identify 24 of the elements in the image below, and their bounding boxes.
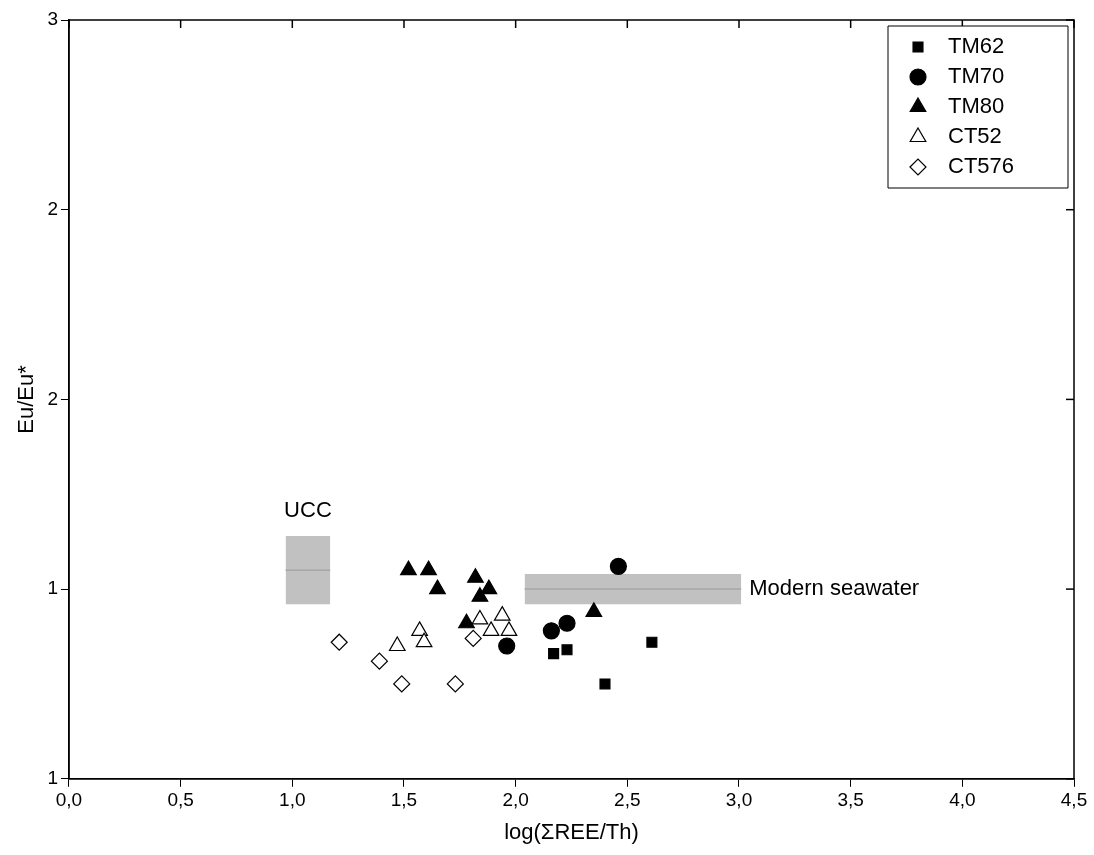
y-axis-title: Eu/Eu* <box>13 364 39 434</box>
x-tick-label: 1,0 <box>279 789 306 811</box>
legend-label: TM70 <box>948 63 1005 89</box>
y-tick-label: 2 <box>47 387 58 409</box>
y-tick-label: 3 <box>47 8 58 30</box>
y-tick-label: 2 <box>47 197 58 219</box>
y-tick-label: 1 <box>47 767 58 789</box>
x-tick-label: 3,5 <box>837 789 864 811</box>
y-tick-label: 1 <box>47 577 58 599</box>
x-tick-label: 2,0 <box>502 789 529 811</box>
x-tick-label: 3,0 <box>725 789 753 811</box>
x-tick-label: 0,5 <box>167 789 194 811</box>
text: UCC <box>284 497 332 523</box>
legend-label: CT576 <box>948 153 1015 179</box>
x-tick-label: 0,0 <box>55 789 83 811</box>
x-tick-label: 4,0 <box>949 789 976 811</box>
legend-label: CT52 <box>948 123 1002 149</box>
x-tick-label: 4,5 <box>1060 789 1088 811</box>
series-label: Modern seawater <box>749 575 920 601</box>
x-tick-label: 2,5 <box>614 789 641 811</box>
x-tick-label: 1,5 <box>390 789 418 811</box>
x-axis-title: log(ΣREE/Th) <box>504 818 639 844</box>
legend-label: TM62 <box>948 33 1005 59</box>
legend-label: TM80 <box>948 93 1005 119</box>
